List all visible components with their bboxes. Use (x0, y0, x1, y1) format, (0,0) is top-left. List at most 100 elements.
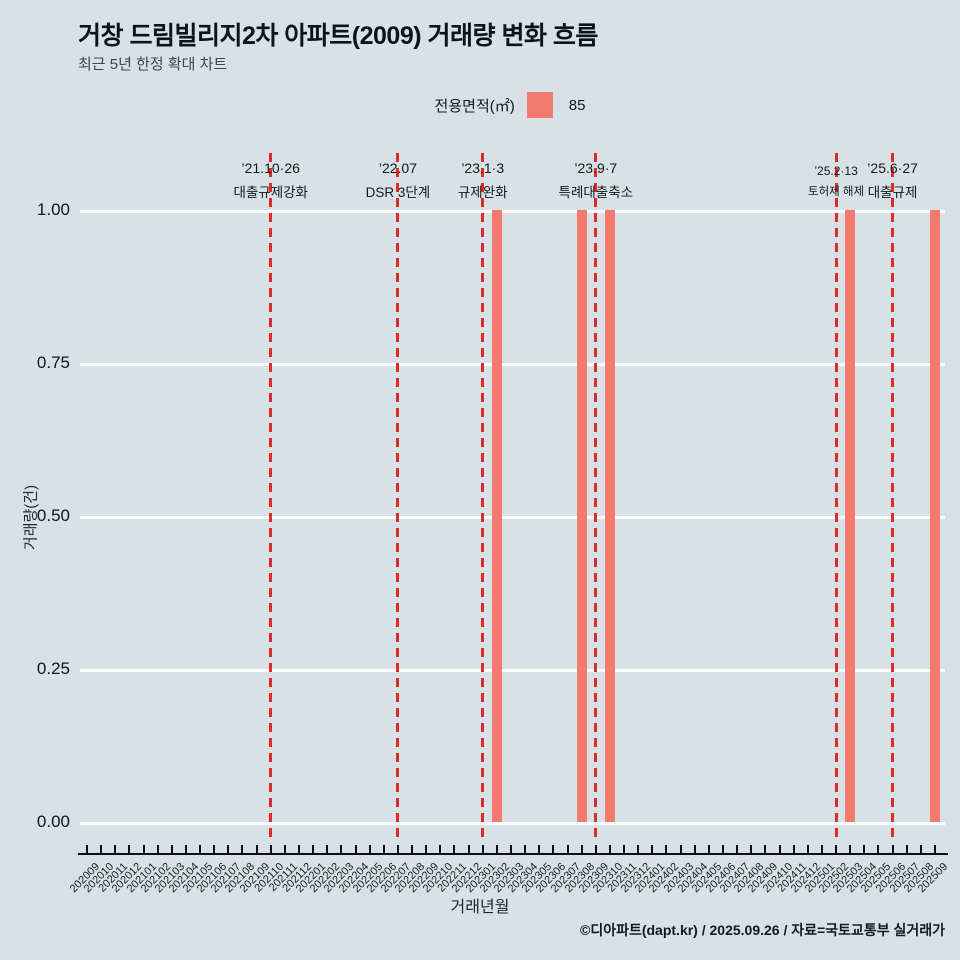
x-tick-mark-202309 (594, 845, 597, 855)
event-label-202110: 대출규제강화 (233, 185, 308, 200)
event-date-202110: ’21.10·26 (241, 160, 300, 176)
x-tick-mark-202302 (495, 845, 498, 855)
x-tick-mark-202307 (566, 845, 569, 855)
x-axis-line (78, 853, 948, 855)
x-tick-mark-202208 (411, 845, 414, 855)
x-tick-mark-202111 (283, 845, 286, 855)
x-tick-mark-202201 (312, 845, 315, 855)
event-label-202309: 특례대출축소 (558, 185, 634, 200)
x-tick-mark-202204 (354, 845, 357, 855)
x-tick-mark-202509 (934, 845, 936, 855)
page-title: 거창 드림빌리지2차 아파트(2009) 거래량 변화 흐름 (78, 22, 598, 50)
event-line-202110 (269, 153, 273, 842)
y-axis-title: 거래량(건) (22, 484, 40, 551)
x-tick-mark-202505 (877, 845, 880, 855)
gridline-1.00 (80, 209, 945, 213)
y-tick-label-1.00: 1.00 (36, 200, 70, 219)
x-tick-mark-202304 (524, 845, 527, 855)
x-tick-mark-202303 (510, 845, 512, 855)
x-tick-mark-202503 (849, 845, 852, 855)
x-tick-mark-202301 (481, 845, 484, 855)
x-tick-mark-202507 (905, 845, 908, 855)
event-label-202301: 규제완화 (457, 185, 508, 200)
x-tick-mark-202105 (199, 845, 202, 855)
x-tick-mark-202106 (213, 845, 216, 855)
x-tick-mark-202406 (722, 845, 724, 855)
x-tick-mark-202502 (835, 845, 838, 855)
x-tick-mark-202409 (764, 845, 767, 855)
event-label-202502: 토허제 해제 (808, 186, 865, 198)
gridline-0.25 (80, 668, 945, 672)
x-tick-mark-202109 (255, 845, 258, 855)
event-line-202301 (481, 153, 485, 842)
gridline-0.75 (80, 362, 945, 366)
x-tick-mark-202110 (269, 845, 272, 855)
x-tick-mark-202506 (891, 845, 894, 855)
x-tick-mark-202205 (368, 845, 371, 855)
gridline-0.50 (80, 515, 945, 519)
legend: 전용면적(㎡) 85 (30, 92, 960, 118)
bar-202310 (604, 209, 615, 822)
x-tick-mark-202508 (919, 845, 922, 855)
x-tick-mark-202501 (820, 845, 823, 855)
x-tick-mark-202211 (453, 845, 456, 855)
gridline-0.00 (80, 821, 945, 825)
x-tick-mark-202202 (326, 845, 329, 855)
x-tick-mark-202404 (693, 845, 696, 855)
legend-label: 전용면적(㎡) (434, 97, 515, 115)
x-tick-mark-202312 (637, 845, 640, 855)
x-tick-mark-202411 (792, 845, 795, 855)
event-date-202506: ’25.6·27 (867, 160, 918, 176)
x-tick-mark-202107 (227, 845, 230, 855)
page-subtitle: 최근 5년 한정 확대 차트 (78, 56, 228, 73)
y-tick-label-0.50: 0.50 (36, 506, 70, 525)
x-tick-mark-202209 (425, 845, 428, 855)
x-tick-mark-202408 (750, 845, 753, 855)
x-tick-mark-202112 (298, 845, 300, 855)
legend-swatch-icon (526, 92, 553, 118)
event-line-202502 (834, 153, 838, 842)
x-tick-mark-202305 (538, 845, 541, 855)
x-tick-mark-202403 (679, 845, 682, 855)
x-tick-mark-202306 (552, 845, 555, 855)
legend-value: 85 (568, 96, 586, 114)
x-tick-mark-202104 (184, 845, 187, 855)
x-tick-mark-202203 (340, 845, 343, 855)
bar-202503 (845, 209, 856, 822)
bar-202308 (576, 209, 587, 822)
x-tick-mark-202212 (467, 845, 470, 855)
event-date-202502: ’25.2·13 (814, 164, 858, 178)
y-tick-label-0.00: 0.00 (36, 812, 70, 831)
event-date-202301: ’23.1·3 (461, 160, 505, 176)
x-tick-mark-202405 (707, 845, 710, 855)
event-line-202309 (594, 153, 598, 842)
x-tick-mark-202102 (156, 845, 159, 855)
x-tick-mark-202402 (665, 845, 668, 855)
event-date-202309: ’23.9·7 (574, 160, 618, 176)
x-tick-mark-202206 (382, 845, 385, 855)
event-label-202207: DSR 3단계 (365, 185, 431, 200)
y-tick-label-0.25: 0.25 (36, 659, 70, 678)
x-tick-mark-202311 (623, 845, 626, 855)
x-tick-mark-202401 (651, 845, 654, 855)
x-tick-mark-202407 (736, 845, 739, 855)
x-tick-mark-202210 (439, 845, 442, 855)
x-tick-mark-202207 (396, 845, 399, 855)
bar-202302 (491, 209, 502, 822)
x-tick-mark-202011 (114, 845, 117, 855)
x-tick-mark-202504 (863, 845, 866, 855)
x-axis-title: 거래년월 (450, 899, 510, 916)
x-tick-mark-202310 (608, 845, 611, 855)
x-tick-mark-202412 (806, 845, 809, 855)
x-tick-mark-202009 (86, 845, 88, 855)
x-tick-mark-202308 (580, 845, 583, 855)
footer-credit: ©디아파트(dapt.kr) / 2025.09.26 / 자료=국토교통부 실… (580, 922, 945, 938)
event-label-202506: 대출규제 (867, 185, 918, 200)
x-tick-mark-202103 (170, 845, 173, 855)
event-date-202207: ’22.07 (378, 160, 417, 176)
x-tick-mark-202101 (142, 845, 145, 855)
bar-202509 (930, 209, 940, 822)
event-line-202207 (396, 153, 400, 842)
